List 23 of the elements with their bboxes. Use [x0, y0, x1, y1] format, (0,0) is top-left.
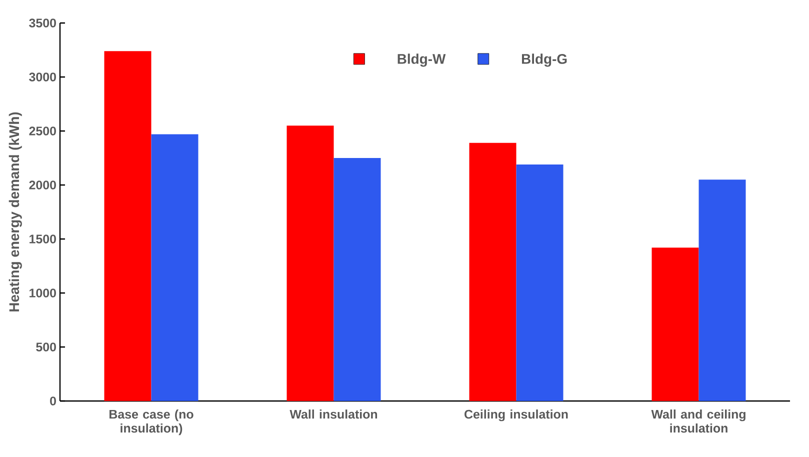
bar — [151, 134, 198, 401]
y-tick-label: 2000 — [29, 180, 56, 190]
y-tick-label: 3500 — [29, 18, 56, 28]
bar — [334, 158, 381, 401]
x-tick-label: Wall insulation — [290, 410, 378, 419]
y-tick-label: 500 — [36, 342, 56, 352]
y-tick-label: 2500 — [29, 126, 56, 136]
y-tick-label: 1000 — [30, 288, 56, 298]
y-tick-label: 0 — [50, 396, 56, 406]
bar — [516, 164, 564, 401]
bar — [698, 180, 746, 401]
y-tick-label: 3000 — [29, 72, 56, 82]
x-tick-label: Ceiling insulation — [464, 410, 568, 422]
x-tick-label: Base case (no insulation) — [110, 410, 194, 436]
y-tick-label: 1500 — [30, 234, 56, 244]
legend-label: Bldg-W — [398, 54, 446, 67]
legend-label: Bldg-G — [522, 54, 567, 67]
x-tick-label: Wall and ceiling insulation — [651, 410, 746, 433]
y-axis-title: Heating energy demand (kWh) — [8, 112, 22, 312]
bar — [104, 51, 152, 401]
bar — [286, 126, 334, 401]
bar — [469, 142, 516, 401]
bar — [652, 248, 699, 401]
